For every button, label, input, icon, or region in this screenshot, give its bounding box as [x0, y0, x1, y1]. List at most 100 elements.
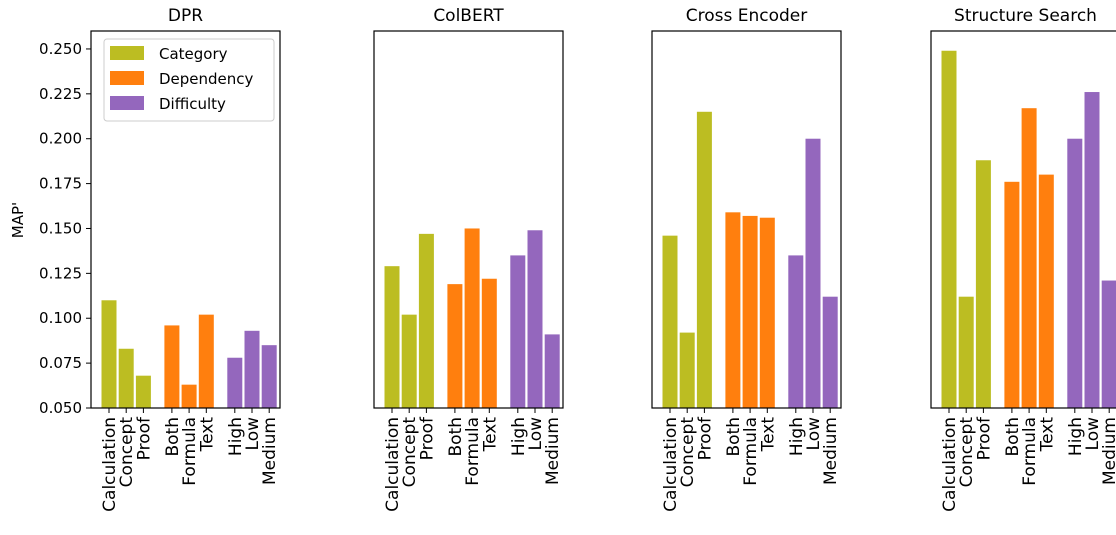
bar: [788, 255, 804, 408]
legend-swatch: [110, 71, 144, 85]
legend-label: Dependency: [159, 70, 254, 88]
x-tick-label: High: [1066, 417, 1086, 456]
x-tick-label: Formula: [180, 417, 200, 486]
bar: [527, 230, 543, 408]
x-tick-label: Concept: [678, 417, 698, 488]
bar: [805, 138, 821, 408]
x-tick-label: Medium: [260, 417, 280, 485]
x-tick-label: Formula: [1020, 417, 1040, 486]
bar: [227, 357, 243, 408]
bar: [662, 235, 678, 408]
bar: [1004, 181, 1020, 408]
legend: Category Dependency Difficulty: [103, 38, 275, 122]
x-tick-label: Low: [804, 417, 824, 451]
x-tick-label: Both: [724, 417, 744, 457]
bar: [958, 296, 974, 408]
y-tick-label: 0.050: [39, 399, 82, 417]
x-tick-label: Proof: [974, 416, 994, 460]
plot-frame: [90, 30, 281, 409]
y-tick-label: 0.175: [39, 175, 82, 193]
chart-title: ColBERT: [433, 6, 504, 26]
x-tick-label: Formula: [463, 417, 483, 486]
plot-frame: [651, 30, 842, 409]
bar: [510, 255, 526, 408]
x-tick-label: Calculation: [940, 417, 960, 512]
y-tick-label: 0.200: [39, 130, 82, 148]
x-tick-label: Text: [480, 417, 500, 453]
bar: [544, 334, 560, 408]
x-tick-label: Both: [1003, 417, 1023, 457]
x-tick-label: Calculation: [383, 417, 403, 512]
bar: [1021, 108, 1037, 408]
y-tick-label: 0.150: [39, 219, 82, 237]
bar: [164, 325, 180, 408]
bar: [101, 300, 117, 408]
bar: [941, 50, 957, 408]
x-tick-label: Proof: [417, 416, 437, 460]
bar: [1101, 280, 1116, 408]
bar: [447, 284, 463, 408]
x-tick-label: Concept: [400, 417, 420, 488]
plot-frame: [930, 30, 1116, 409]
x-tick-label: Medium: [821, 417, 841, 485]
bar: [1067, 138, 1083, 408]
bar: [135, 375, 151, 408]
x-tick-label: Proof: [134, 416, 154, 460]
chart-title: Structure Search: [954, 6, 1097, 26]
x-tick-label: Concept: [957, 417, 977, 488]
chart-title: DPR: [168, 6, 203, 26]
x-tick-label: High: [226, 417, 246, 456]
x-tick-label: Text: [1037, 417, 1057, 453]
x-tick-label: High: [787, 417, 807, 456]
x-tick-label: Proof: [695, 416, 715, 460]
chart-title: Cross Encoder: [686, 6, 808, 26]
x-tick-label: Concept: [117, 417, 137, 488]
y-tick-label: 0.100: [39, 309, 82, 327]
x-tick-label: Calculation: [661, 417, 681, 512]
x-tick-label: Low: [1083, 417, 1103, 451]
bar: [1084, 92, 1100, 409]
bar: [181, 384, 197, 408]
bar: [401, 314, 417, 408]
x-tick-label: Medium: [1100, 417, 1116, 485]
bar: [696, 111, 712, 409]
bar: [1038, 174, 1054, 408]
bar: [725, 212, 741, 408]
bar: [244, 330, 260, 408]
y-tick-label: 0.125: [39, 264, 82, 282]
legend-swatch: [110, 96, 144, 110]
x-tick-label: Calculation: [100, 417, 120, 512]
legend-swatch: [110, 46, 144, 60]
x-tick-label: Text: [197, 417, 217, 453]
bar: [679, 332, 695, 408]
legend-label: Category: [159, 45, 228, 63]
x-tick-label: Medium: [543, 417, 563, 485]
bar: [975, 160, 991, 408]
y-axis-label: MAP': [9, 202, 27, 238]
bar: [822, 296, 838, 408]
x-tick-label: Both: [446, 417, 466, 457]
bar: [198, 314, 214, 408]
plot-frame: [373, 30, 564, 409]
bar: [742, 215, 758, 408]
legend-box: [103, 38, 275, 122]
x-tick-label: Low: [243, 417, 263, 451]
x-tick-label: Formula: [741, 417, 761, 486]
bar: [464, 228, 480, 408]
bar: [759, 217, 775, 408]
y-tick-label: 0.225: [39, 85, 82, 103]
x-tick-label: Text: [758, 417, 778, 453]
legend-label: Difficulty: [159, 95, 226, 113]
bar: [118, 348, 134, 408]
x-tick-label: Both: [163, 417, 183, 457]
bar: [261, 345, 277, 408]
bar: [384, 266, 400, 408]
x-tick-label: High: [509, 417, 529, 456]
y-tick-label: 0.075: [39, 354, 82, 372]
y-tick-label: 0.250: [39, 40, 82, 58]
